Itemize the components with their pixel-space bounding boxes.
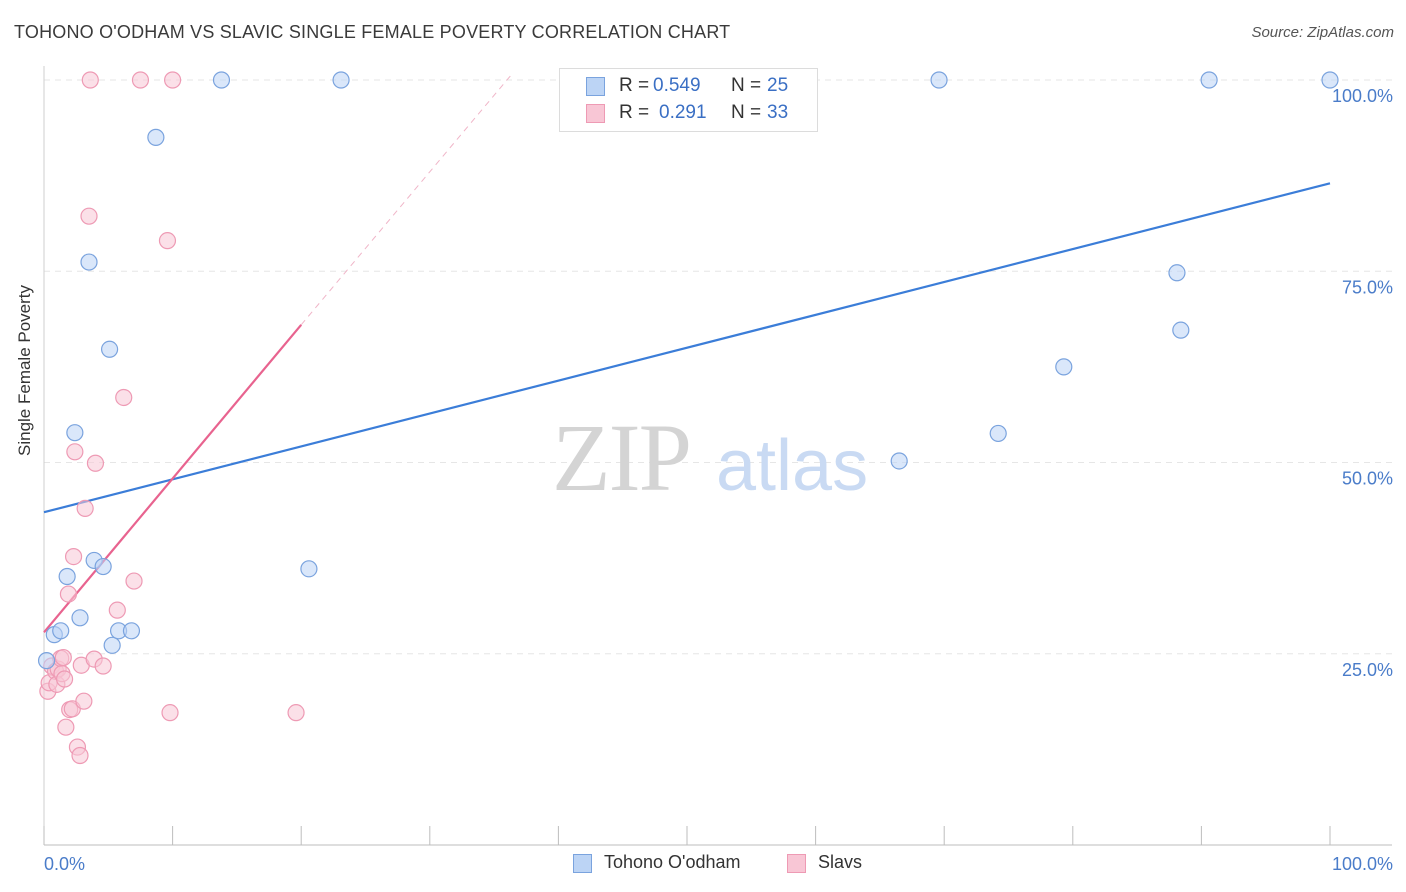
trend-line-pink <box>43 324 303 634</box>
watermark-zip: ZIP <box>552 404 690 511</box>
data-point-pink <box>66 443 84 461</box>
data-point-blue <box>147 128 165 146</box>
y-tick-label: 100.0% <box>1332 86 1393 106</box>
data-point-blue <box>1168 264 1186 282</box>
data-point-blue <box>1172 321 1190 339</box>
data-point-pink <box>75 692 93 710</box>
data-point-pink <box>81 71 99 89</box>
data-point-pink <box>71 746 89 765</box>
gridlines <box>44 79 1392 655</box>
data-point-blue <box>212 71 231 89</box>
data-point-pink <box>158 232 177 250</box>
tick-labels: 25.0% 50.0% 75.0% 100.0% 0.0% 100.0% <box>44 86 1393 874</box>
y-tick-label: 50.0% <box>1342 469 1393 489</box>
data-point-pink <box>287 704 305 722</box>
data-point-blue <box>300 560 318 578</box>
source-credit: Source: ZipAtlas.com <box>1251 24 1394 41</box>
n-label: N = <box>731 75 762 96</box>
y-tick-label: 25.0% <box>1342 660 1393 680</box>
data-point-blue <box>103 636 121 654</box>
data-point-blue <box>94 557 112 576</box>
axes <box>43 66 1392 846</box>
data-point-pink <box>164 71 182 89</box>
data-point-pink <box>131 71 150 89</box>
data-point-blue <box>71 609 89 627</box>
data-point-pink <box>115 388 133 407</box>
swatch-blue <box>586 77 605 96</box>
data-point-blue <box>100 340 119 358</box>
legend-label: Slavs <box>818 852 863 872</box>
data-point-pink <box>57 718 75 736</box>
y-axis-label: Single Female Poverty <box>15 284 34 456</box>
data-point-blue <box>989 424 1007 443</box>
watermark-atlas: atlas <box>716 426 868 506</box>
x-tick-label: 100.0% <box>1332 854 1393 874</box>
data-point-blue <box>1321 71 1339 89</box>
data-point-blue <box>37 652 56 670</box>
data-point-blue <box>80 253 98 271</box>
data-point-pink <box>59 585 78 603</box>
data-points <box>37 71 1339 765</box>
data-point-pink <box>125 572 143 590</box>
r-label: R = <box>619 75 650 96</box>
data-point-blue <box>930 71 948 89</box>
swatch-blue <box>573 854 592 873</box>
data-point-pink <box>161 704 179 722</box>
legend-label: Tohono O'odham <box>604 852 741 872</box>
data-point-blue <box>66 424 84 442</box>
data-point-pink <box>55 670 74 688</box>
r-label: R = <box>619 102 650 123</box>
data-point-pink <box>86 454 105 472</box>
data-point-pink <box>76 499 94 517</box>
data-point-blue <box>890 452 908 470</box>
n-value: 25 <box>767 75 789 96</box>
y-tick-label: 75.0% <box>1342 277 1393 297</box>
r-value: 0.549 <box>653 75 701 96</box>
data-point-blue <box>332 71 350 89</box>
data-point-pink <box>54 648 72 667</box>
n-label: N = <box>731 102 762 123</box>
stats-legend: R = 0.549 N = 25 R = 0.291 N = 33 <box>559 68 818 132</box>
swatch-pink <box>586 104 605 123</box>
trend-line-blue <box>43 182 1331 514</box>
trend-line-extension <box>300 72 514 326</box>
data-point-pink <box>64 547 83 566</box>
chart-title: TOHONO O'ODHAM VS SLAVIC SINGLE FEMALE P… <box>14 22 731 42</box>
data-point-blue <box>52 622 70 640</box>
data-point-blue <box>1055 358 1073 376</box>
r-value: 0.291 <box>659 102 707 123</box>
data-point-pink <box>108 601 126 619</box>
watermark: ZIP atlas <box>552 404 868 511</box>
data-point-pink <box>80 207 98 225</box>
trend-lines <box>43 72 1331 634</box>
x-tick-label: 0.0% <box>44 854 85 874</box>
data-point-pink <box>94 657 112 675</box>
data-point-blue <box>58 567 76 586</box>
swatch-pink <box>787 854 806 873</box>
data-point-blue <box>122 622 141 640</box>
data-point-blue <box>1200 71 1218 89</box>
n-value: 33 <box>767 102 789 123</box>
